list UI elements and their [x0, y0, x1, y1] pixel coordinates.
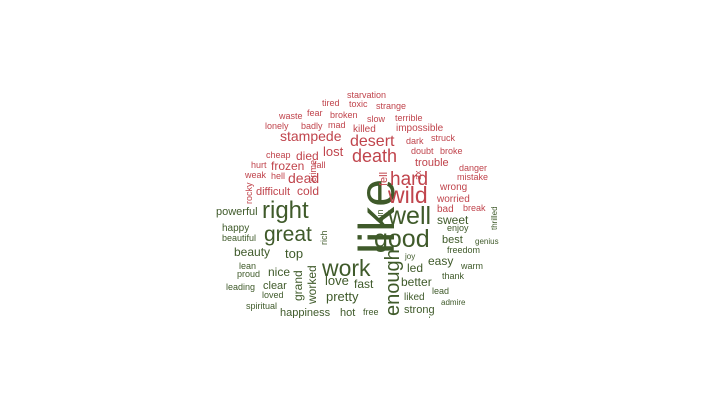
word-terrible-negative: terrible: [395, 113, 423, 123]
word-mad-negative: mad: [328, 120, 346, 130]
word-dead-negative: dead: [288, 170, 319, 186]
word-love-positive: love: [325, 273, 349, 288]
word-fall-negative: fall: [314, 160, 326, 170]
word-clear-positive: clear: [263, 280, 287, 292]
word-nice-positive: nice: [268, 265, 290, 279]
word-great-positive: great: [264, 223, 312, 246]
word-break-negative: break: [463, 203, 486, 213]
word-slow-negative: slow: [367, 114, 386, 124]
word-lonely-negative: lonely: [265, 121, 289, 131]
word-struck-negative: struck: [431, 133, 456, 143]
word-cheap-negative: cheap: [266, 150, 291, 160]
word-badly-negative: badly: [301, 121, 323, 131]
word-worked-positive: worked: [305, 265, 319, 305]
word-enough-positive: enough: [382, 249, 404, 316]
word-better-positive: better: [401, 275, 432, 289]
word-beautiful-positive: beautiful: [222, 233, 256, 243]
word-thrilled-positive: thrilled: [490, 206, 499, 230]
word-thank-positive: thank: [442, 271, 465, 281]
word-lean-positive: lean: [239, 261, 256, 271]
word-stampede-negative: stampede: [280, 128, 342, 144]
word-loved-positive: loved: [262, 290, 284, 300]
word-danger-negative: danger: [459, 163, 487, 173]
word-warm-positive: warm: [460, 261, 483, 271]
word-frozen-negative: frozen: [271, 159, 304, 173]
word-joy-positive: joy: [404, 252, 415, 261]
word-fun-positive: fun: [375, 209, 385, 222]
word-pretty-positive: pretty: [326, 289, 359, 304]
word-top-positive: top: [285, 246, 303, 261]
word-admire-positive: admire: [441, 298, 466, 307]
word-hard-negative: hard: [390, 169, 428, 190]
word-lost-negative: lost: [323, 144, 344, 159]
word-weak-negative: weak: [244, 170, 267, 180]
word-powerful-positive: powerful: [216, 206, 258, 218]
word-trouble-negative: trouble: [415, 157, 449, 169]
word-work-positive: work: [321, 255, 371, 281]
word-dark-negative: dark: [406, 136, 424, 146]
word-fell-negative: fell: [378, 172, 390, 186]
word-enjoy-positive: enjoy: [447, 223, 469, 233]
word-happiness-positive: happiness: [280, 307, 331, 319]
word-grand-positive: grand: [291, 270, 305, 301]
word-like-positive: like: [349, 179, 405, 254]
word-impossible-negative: impossible: [396, 123, 444, 134]
word-hell-negative: hell: [271, 171, 285, 181]
word-leading-positive: leading: [226, 282, 255, 292]
word-wrong-negative: wrong: [439, 182, 467, 193]
word-hot-positive: hot: [340, 307, 355, 319]
word-death-negative: death: [352, 146, 397, 166]
word-worried-negative: worried: [436, 194, 470, 205]
word-rich-positive: rich: [319, 230, 329, 245]
word-ax-negative: ax: [413, 170, 423, 180]
word-bad-negative: bad: [437, 204, 454, 215]
word-broken-negative: broken: [330, 110, 358, 120]
word-killed-negative: killed: [353, 124, 376, 135]
word-sweet-positive: sweet: [437, 213, 469, 227]
word-freedom-positive: freedom: [447, 245, 480, 255]
word-starvation-negative: starvation: [347, 90, 386, 100]
word-cold-negative: cold: [297, 184, 319, 198]
word-free-positive: free: [363, 307, 379, 317]
word-proud-positive: proud: [237, 269, 260, 279]
word-desert-negative: desert: [350, 133, 395, 150]
word-strange-negative: strange: [376, 101, 406, 111]
word-fear-negative: fear: [307, 108, 323, 118]
word-clean-positive: clean: [424, 315, 446, 325]
word-waste-negative: waste: [278, 111, 303, 121]
word-hurt-negative: hurt: [251, 160, 267, 170]
word-beauty-positive: beauty: [234, 245, 270, 259]
word-led-positive: led: [407, 261, 423, 275]
word-crime-negative: crime: [308, 160, 318, 182]
word-doubt-negative: doubt: [411, 146, 434, 156]
word-difficult-negative: difficult: [256, 186, 290, 198]
word-liked-positive: liked: [404, 292, 425, 303]
word-rocky-negative: rocky: [244, 182, 254, 204]
word-died-negative: died: [296, 149, 319, 163]
word-easy-positive: easy: [428, 254, 453, 268]
word-genius-positive: genius: [475, 237, 499, 246]
word-well-positive: well: [387, 202, 431, 230]
word-good-positive: good: [374, 225, 430, 253]
word-best-positive: best: [442, 234, 463, 246]
word-fast-positive: fast: [354, 277, 374, 291]
word-wild-negative: wild: [387, 182, 428, 208]
word-tired-negative: tired: [322, 98, 340, 108]
word-toxic-negative: toxic: [349, 99, 368, 109]
word-right-positive: right: [262, 197, 309, 224]
word-happy-positive: happy: [222, 223, 249, 234]
word-lead-positive: lead: [432, 286, 449, 296]
word-mistake-negative: mistake: [457, 172, 488, 182]
word-spiritual-positive: spiritual: [246, 301, 277, 311]
word-strong-positive: strong: [404, 304, 435, 316]
word-broke-negative: broke: [440, 146, 463, 156]
